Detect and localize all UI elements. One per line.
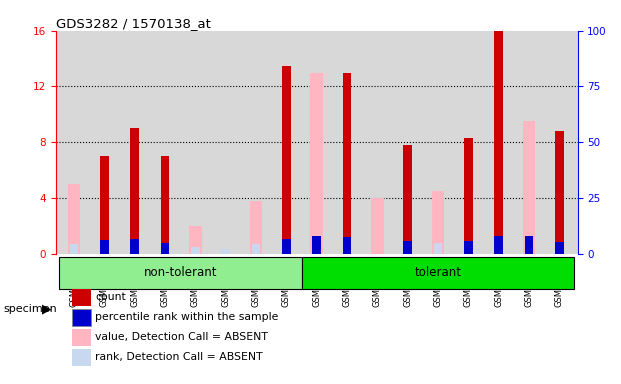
Bar (343, 73, 351, 254)
Bar (68, 184, 81, 254)
Bar (189, 226, 202, 254)
Text: specimen: specimen (3, 304, 57, 314)
Bar (222, 249, 230, 254)
Bar (343, 237, 351, 254)
Text: tolerant: tolerant (415, 266, 461, 279)
Bar (130, 239, 139, 254)
Bar (59, 257, 302, 289)
Bar (434, 243, 442, 254)
Bar (161, 156, 170, 254)
Bar (100, 240, 109, 254)
Bar (464, 241, 473, 254)
Bar (404, 241, 412, 254)
Bar (71, 309, 91, 326)
Text: rank, Detection Call = ABSENT: rank, Detection Call = ABSENT (95, 352, 263, 362)
Bar (494, 31, 503, 254)
Bar (100, 156, 109, 254)
Bar (130, 128, 139, 254)
Bar (523, 121, 535, 254)
Bar (525, 236, 533, 254)
Text: ▶: ▶ (42, 303, 52, 316)
Bar (71, 349, 91, 366)
Bar (494, 236, 503, 254)
Bar (252, 244, 260, 254)
Bar (312, 236, 321, 254)
Text: non-tolerant: non-tolerant (143, 266, 217, 279)
Bar (70, 243, 78, 254)
Bar (250, 201, 263, 254)
Bar (161, 243, 170, 254)
Bar (71, 329, 91, 346)
Bar (371, 198, 384, 254)
Text: GDS3282 / 1570138_at: GDS3282 / 1570138_at (56, 17, 211, 30)
Bar (71, 289, 91, 306)
Bar (310, 73, 323, 254)
Bar (282, 238, 291, 254)
Bar (282, 66, 291, 254)
Text: count: count (95, 292, 126, 302)
Bar (432, 191, 445, 254)
Text: value, Detection Call = ABSENT: value, Detection Call = ABSENT (95, 332, 268, 342)
Text: percentile rank within the sample: percentile rank within the sample (95, 312, 278, 322)
Bar (555, 242, 564, 254)
Bar (464, 138, 473, 254)
Bar (555, 131, 564, 254)
Bar (302, 257, 574, 289)
Bar (404, 145, 412, 254)
Bar (191, 247, 199, 254)
